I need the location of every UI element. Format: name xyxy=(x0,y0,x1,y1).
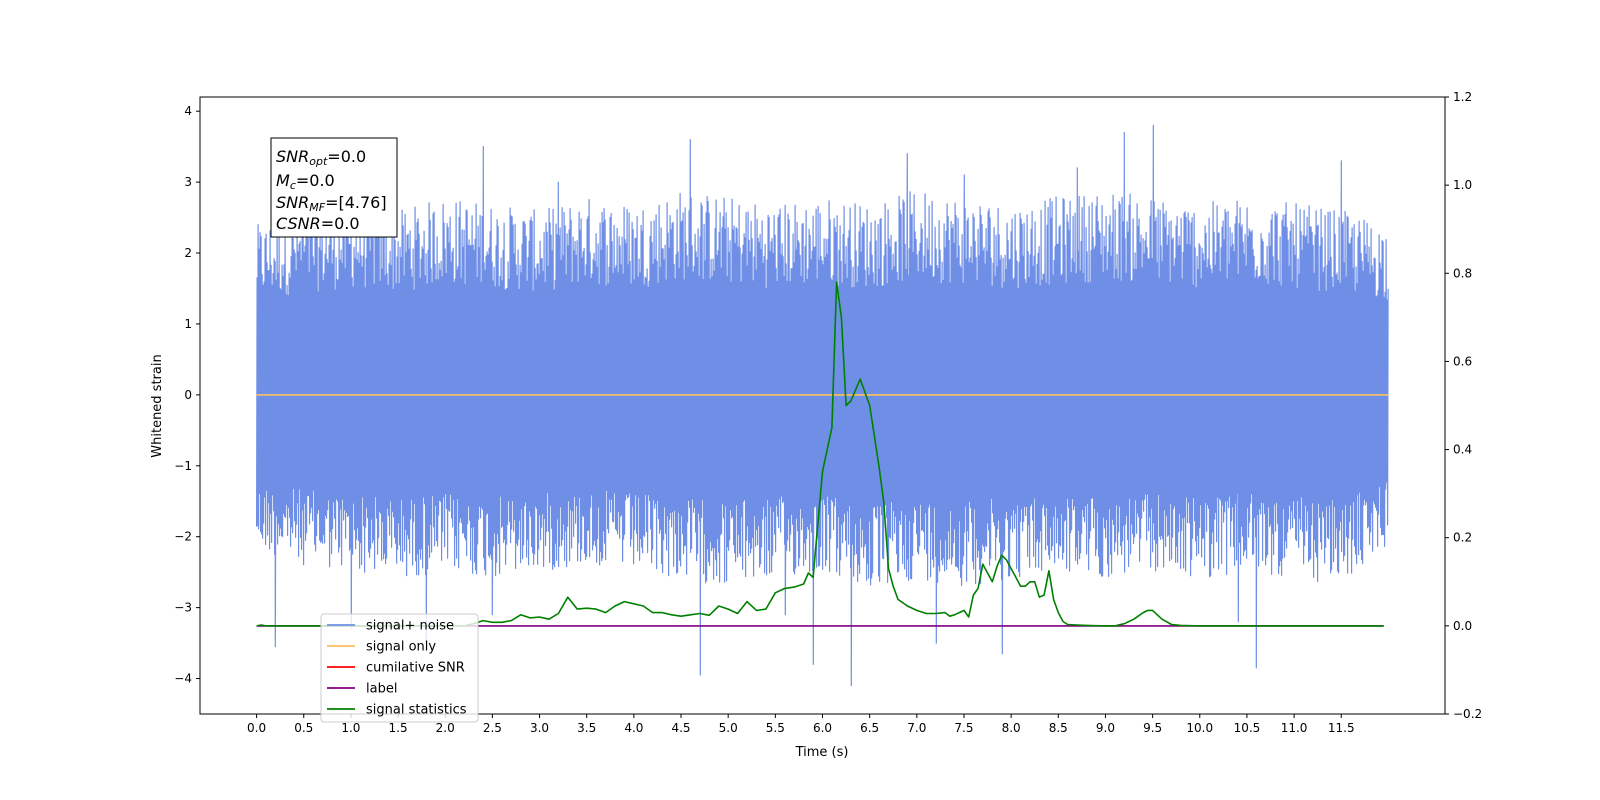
y-tick-label: 4 xyxy=(184,104,192,118)
y-tick-label: 2 xyxy=(184,246,192,260)
y2-tick-label: 1.2 xyxy=(1453,90,1472,104)
y-axis-label: Whitened strain xyxy=(150,354,165,457)
legend: signal+ noise signal only cumilative SNR la… xyxy=(320,613,479,723)
info-box: SNRopt=0.0 Mc=0.0 SNRMF=[4.76] CSNR=0.0 xyxy=(270,137,398,238)
x-tick-label: 6.0 xyxy=(813,721,832,735)
x-tick-label: 4.0 xyxy=(624,721,643,735)
legend-label-label: label xyxy=(366,682,397,697)
y-tick-label: 3 xyxy=(184,175,192,189)
plot-area xyxy=(256,124,1389,687)
y-tick-label: −4 xyxy=(174,672,192,686)
x-tick-label: 2.0 xyxy=(436,721,455,735)
x-tick-label: 4.5 xyxy=(671,721,690,735)
y-tick-label: −1 xyxy=(174,459,192,473)
x-tick-label: 2.5 xyxy=(483,721,502,735)
x-tick-label: 9.5 xyxy=(1143,721,1162,735)
y-tick-label: −3 xyxy=(174,601,192,615)
x-tick-label: 0.5 xyxy=(294,721,313,735)
x-tick-label: 11.5 xyxy=(1328,721,1355,735)
y2-tick-label: −0.2 xyxy=(1453,707,1482,721)
info-snr-mf: SNRMF=[4.76] xyxy=(276,193,387,214)
x-tick-label: 3.5 xyxy=(577,721,596,735)
info-csnr: CSNR=0.0 xyxy=(276,214,360,233)
info-mc: Mc=0.0 xyxy=(276,171,335,192)
legend-label-signal-only: signal only xyxy=(366,640,436,655)
y2-axis-ticks: 1.2 1.0 0.8 0.6 0.4 0.2 0.0 −0.2 xyxy=(1445,90,1482,721)
y2-tick-label: 0.4 xyxy=(1453,443,1472,457)
y-tick-label: −2 xyxy=(174,530,192,544)
x-tick-label: 5.5 xyxy=(766,721,785,735)
legend-label-signal-statistics: signal statistics xyxy=(366,703,467,718)
info-box-frame xyxy=(270,137,398,238)
x-tick-label: 8.0 xyxy=(1002,721,1021,735)
x-tick-label: 6.5 xyxy=(860,721,879,735)
x-tick-label: 8.5 xyxy=(1049,721,1068,735)
x-tick-label: 7.5 xyxy=(954,721,973,735)
x-tick-label: 10.0 xyxy=(1186,721,1213,735)
legend-label-signal-noise: signal+ noise xyxy=(366,619,454,634)
x-tick-label: 1.5 xyxy=(389,721,408,735)
x-axis-label: Time (s) xyxy=(795,745,849,760)
y2-tick-label: 1.0 xyxy=(1453,178,1472,192)
x-tick-label: 5.0 xyxy=(719,721,738,735)
y2-tick-label: 0.6 xyxy=(1453,354,1472,368)
x-tick-label: 10.5 xyxy=(1234,721,1261,735)
x-tick-label: 7.0 xyxy=(907,721,926,735)
x-tick-label: 9.0 xyxy=(1096,721,1115,735)
x-tick-label: 1.0 xyxy=(341,721,360,735)
y-tick-label: 1 xyxy=(184,317,192,331)
series-line-signal-statistics xyxy=(256,281,1384,627)
info-snr-opt: SNRopt=0.0 xyxy=(276,147,366,168)
x-tick-label: 3.0 xyxy=(530,721,549,735)
y2-tick-label: 0.0 xyxy=(1453,619,1472,633)
plot-frame xyxy=(199,96,1446,715)
y-axis-ticks: 4 3 2 1 0 −1 −2 −3 −4 xyxy=(174,104,200,686)
y-tick-label: 0 xyxy=(184,388,192,402)
x-tick-label: 11.0 xyxy=(1281,721,1308,735)
series-line-signal-noise xyxy=(256,124,1389,687)
x-tick-label: 0.0 xyxy=(247,721,266,735)
legend-label-cumilative-snr: cumilative SNR xyxy=(366,661,465,676)
x-axis-ticks: 0.0 0.5 1.0 1.5 2.0 2.5 3.0 3.5 4.0 4.5 5.0 5.5 6.0 6… xyxy=(247,714,1355,735)
y2-tick-label: 0.8 xyxy=(1453,266,1472,280)
y2-tick-label: 0.2 xyxy=(1453,531,1472,545)
legend-frame xyxy=(320,613,479,723)
